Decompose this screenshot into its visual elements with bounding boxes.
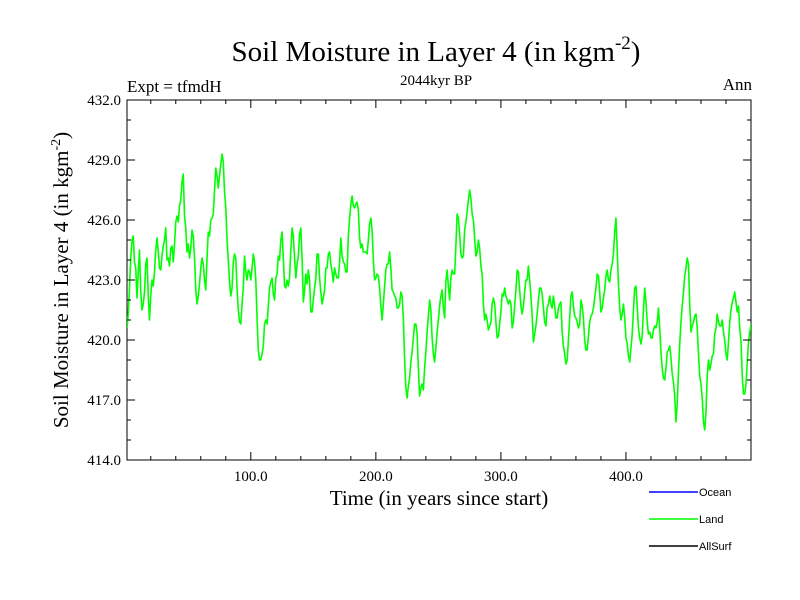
y-axis-label-sup: -2 <box>49 139 64 151</box>
y-axis-label: Soil Moisture in Layer 4 (in kgm-2) <box>49 132 73 428</box>
y-tick-label: 414.0 <box>87 453 121 469</box>
legend-label-ocean: Ocean <box>699 487 731 499</box>
chart-title-close: ) <box>631 36 641 68</box>
y-tick-label: 429.0 <box>87 153 121 169</box>
y-tick-label: 423.0 <box>87 273 121 289</box>
season-label: Ann <box>723 75 753 94</box>
y-tick-label: 426.0 <box>87 213 121 229</box>
y-axis-label-close: ) <box>49 132 73 139</box>
experiment-label: Expt = tfmdH <box>127 77 222 96</box>
y-tick-label: 420.0 <box>87 333 121 349</box>
x-axis-label: Time (in years since start) <box>330 486 549 510</box>
y-tick-label: 417.0 <box>87 393 121 409</box>
x-tick-label: 400.0 <box>609 469 643 485</box>
chart-subtitle: 2044kyr BP <box>400 73 472 89</box>
y-axis-label-main: Soil Moisture in Layer 4 (in kgm <box>49 151 73 429</box>
y-tick-label: 432.0 <box>87 93 121 109</box>
legend-label-land: Land <box>699 514 723 526</box>
legend-label-allsurf: AllSurf <box>699 541 732 553</box>
legend: Ocean Land AllSurf <box>649 487 732 553</box>
x-tick-label: 300.0 <box>484 469 518 485</box>
chart-title: Soil Moisture in Layer 4 (in kgm-2) <box>232 33 641 68</box>
chart-title-sup: -2 <box>615 33 631 54</box>
chart-title-main: Soil Moisture in Layer 4 (in kgm <box>232 36 616 68</box>
x-tick-label: 200.0 <box>359 469 393 485</box>
x-tick-label: 100.0 <box>234 469 268 485</box>
series-line-land <box>127 153 751 431</box>
plot-frame <box>126 99 752 461</box>
